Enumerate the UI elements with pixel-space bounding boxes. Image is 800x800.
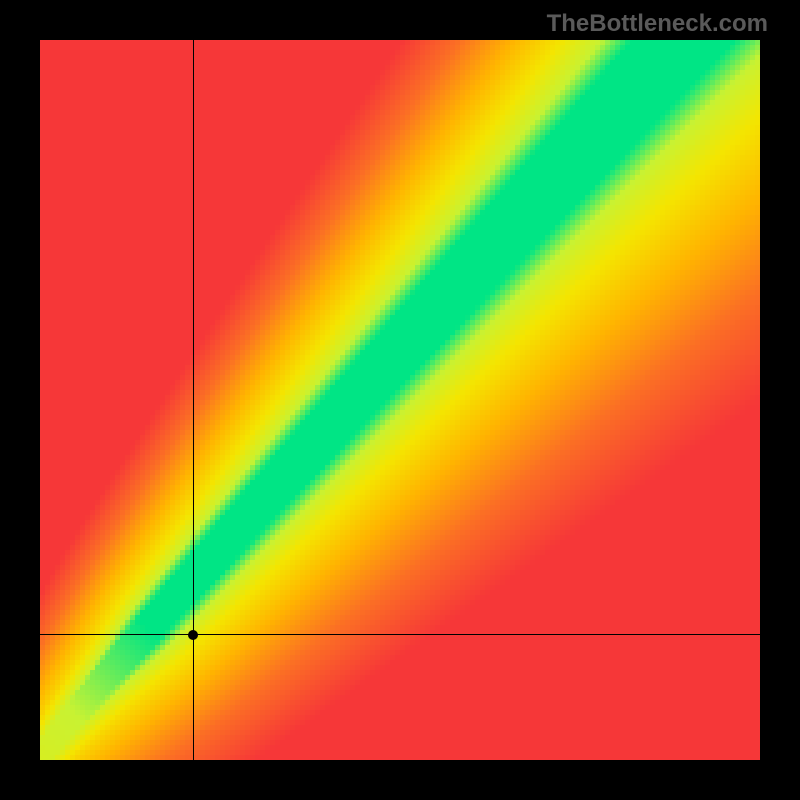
crosshair-marker bbox=[188, 630, 198, 640]
bottleneck-heatmap bbox=[40, 40, 760, 760]
watermark-text: TheBottleneck.com bbox=[547, 10, 768, 38]
crosshair-horizontal bbox=[40, 634, 760, 635]
crosshair-vertical bbox=[193, 40, 194, 760]
